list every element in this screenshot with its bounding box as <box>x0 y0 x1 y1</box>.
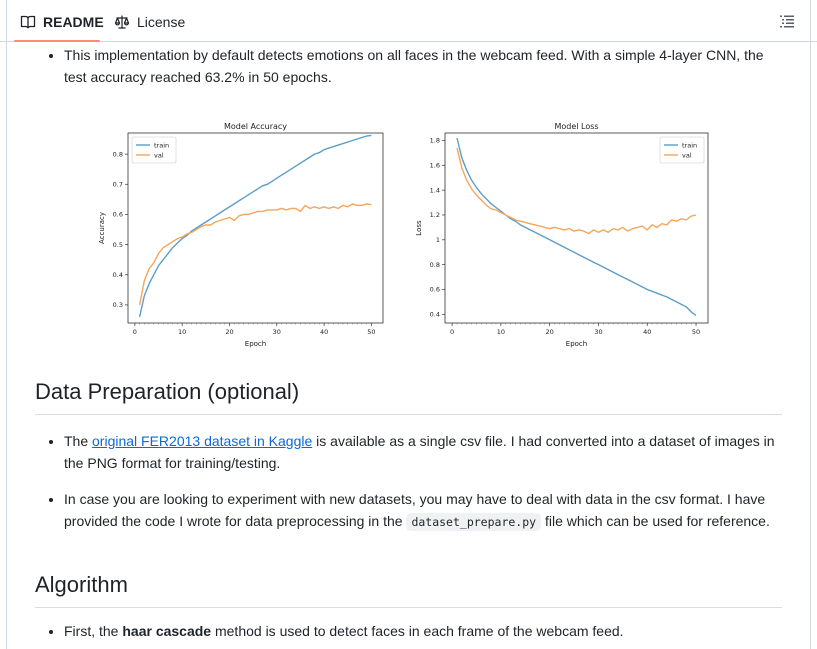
list-item-text: is available as a single csv file. I had… <box>64 433 775 471</box>
inline-code-filename: dataset_prepare.py <box>406 513 542 531</box>
series-line-train <box>456 137 697 317</box>
x-tick-label: 10 <box>497 328 505 336</box>
plot-frame <box>444 132 709 324</box>
y-tick-label: 1.8 <box>430 137 440 145</box>
book-icon <box>20 14 36 30</box>
x-tick-label: 40 <box>320 328 328 336</box>
x-tick-label: 10 <box>178 328 186 336</box>
legend-label-val: val <box>154 151 164 159</box>
outline-button[interactable] <box>779 13 795 29</box>
y-axis-label: Accuracy <box>98 212 106 244</box>
y-tick-label: 1.6 <box>430 161 440 169</box>
tab-readme[interactable]: README <box>20 10 104 34</box>
x-tick-label: 30 <box>594 328 602 336</box>
legend-label-train: train <box>154 141 169 149</box>
y-tick-label: 0.5 <box>113 241 123 249</box>
y-axis-label: Loss <box>415 220 423 236</box>
y-tick-label: 0.3 <box>113 301 123 309</box>
active-tab-indicator <box>14 40 100 42</box>
x-tick-label: 0 <box>133 328 137 336</box>
list-item-text: In case you are looking to experiment wi… <box>64 491 766 529</box>
chart-0: Model Accuracy 0 10 20 30 40 50 0.3 0.4 0.5 0.6 0.7… <box>98 122 384 348</box>
y-tick-label: 0.8 <box>113 150 123 158</box>
y-tick-label: 1.2 <box>430 211 440 219</box>
x-tick-label: 20 <box>225 328 233 336</box>
series-line-train <box>138 134 372 318</box>
intro-section: This implementation by default detects e… <box>35 44 782 88</box>
series-line-val <box>138 203 372 306</box>
bold-term: haar cascade <box>122 623 212 639</box>
chart-title: Model Accuracy <box>224 122 287 131</box>
x-axis-label: Epoch <box>566 340 587 348</box>
chart-1: Model Loss 0 10 20 30 40 50 0.4 0.6 0.8 1 1.2 1.4 1.6… <box>415 122 709 348</box>
x-axis-label: Epoch <box>245 340 266 348</box>
tab-readme-label: README <box>43 14 104 30</box>
y-tick-label: 1.4 <box>430 186 440 194</box>
y-tick-label: 1 <box>436 236 440 244</box>
x-tick-label: 50 <box>692 328 700 336</box>
y-tick-label: 0.4 <box>113 271 123 279</box>
y-tick-label: 0.7 <box>113 180 123 188</box>
legend-label-val: val <box>682 151 692 159</box>
law-scale-icon <box>114 14 130 30</box>
plot-frame <box>127 132 384 324</box>
list-item: The original FER2013 dataset in Kaggle i… <box>64 430 782 474</box>
algorithm-section: Algorithm First, the haar cascade method… <box>35 571 782 642</box>
legend-box <box>659 136 705 164</box>
legend-box <box>131 136 177 164</box>
x-tick-label: 40 <box>643 328 651 336</box>
legend-label-train: train <box>682 141 697 149</box>
readme-panel <box>6 0 811 649</box>
y-tick-label: 0.8 <box>430 261 440 269</box>
series-line-val <box>456 147 697 235</box>
list-item-text: First, the <box>64 623 123 639</box>
list-item-text: file which can be used for reference. <box>541 513 770 529</box>
list-item: This implementation by default detects e… <box>64 44 782 88</box>
section-heading-data-preparation: Data Preparation (optional) <box>35 378 782 415</box>
list-item: In case you are looking to experiment wi… <box>64 488 782 533</box>
list-item-text: The <box>64 433 93 449</box>
x-tick-label: 0 <box>450 328 454 336</box>
section-heading-algorithm: Algorithm <box>35 571 782 608</box>
tab-license[interactable]: License <box>114 10 185 34</box>
list-outline-icon <box>779 13 795 29</box>
y-tick-label: 0.4 <box>430 311 440 319</box>
y-tick-label: 0.6 <box>430 286 440 294</box>
x-tick-label: 50 <box>367 328 375 336</box>
tab-license-label: License <box>137 14 186 30</box>
data-preparation-section: Data Preparation (optional) The original… <box>35 378 782 533</box>
list-item: First, the haar cascade method is used t… <box>64 620 782 642</box>
x-tick-label: 20 <box>546 328 554 336</box>
training-charts-image: Model Accuracy 0 10 20 30 40 50 0.3 0.4 0.5 0.6 0.7… <box>90 118 730 353</box>
fer2013-kaggle-link[interactable]: original FER2013 dataset in Kaggle <box>92 433 313 449</box>
list-item-text: method is used to detect faces in each f… <box>211 623 624 639</box>
y-tick-label: 0.6 <box>113 211 123 219</box>
x-tick-label: 30 <box>273 328 281 336</box>
readme-tab-bar: README License <box>0 0 817 42</box>
chart-title: Model Loss <box>554 122 598 131</box>
